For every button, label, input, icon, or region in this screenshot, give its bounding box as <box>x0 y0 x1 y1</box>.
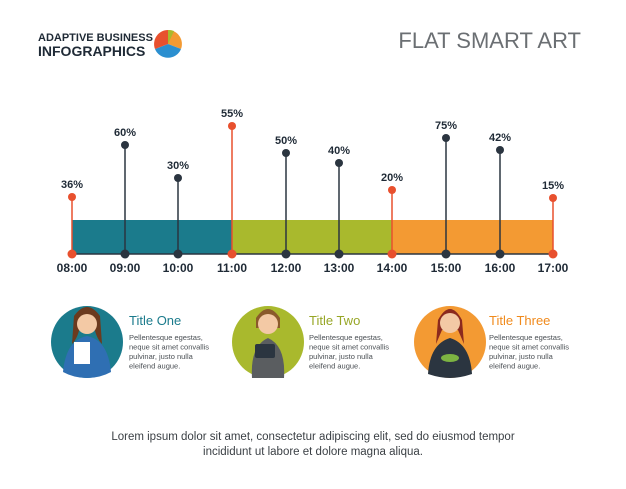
brand-bottom: INFOGRAPHICS <box>38 43 145 59</box>
stem-top <box>442 134 450 142</box>
card-text: Pellentesque egestas, <box>309 333 383 342</box>
avatar-one <box>51 306 123 378</box>
time-label: 08:00 <box>57 261 88 275</box>
time-label: 12:00 <box>271 261 302 275</box>
card-text: neque sit amet convallis <box>129 343 209 352</box>
timeline: 36% 08:00 60% 09:00 30% 10:00 55% 11:00 50% 12:00… <box>57 108 569 275</box>
stem-foot <box>227 249 237 259</box>
band-orange <box>392 220 553 254</box>
page-title: FLAT SMART ART <box>398 28 581 53</box>
card-text: eleifend augue. <box>129 362 180 371</box>
stem-foot <box>441 249 451 259</box>
avatar-two <box>232 306 304 378</box>
stem-top <box>228 122 236 130</box>
stem-top <box>549 194 557 202</box>
card-text: neque sit amet convallis <box>309 343 389 352</box>
time-label: 17:00 <box>538 261 569 275</box>
stem-foot <box>334 249 344 259</box>
value-label: 42% <box>489 132 511 144</box>
stem-top <box>282 149 290 157</box>
card-text: eleifend augue. <box>309 362 360 371</box>
time-label: 10:00 <box>163 261 194 275</box>
value-label: 60% <box>114 127 136 139</box>
stem-top <box>335 159 343 167</box>
avatar-three <box>414 306 486 378</box>
value-label: 75% <box>435 120 457 132</box>
stem-foot <box>495 249 505 259</box>
footer: Lorem ipsum dolor sit amet, consectetur … <box>111 431 515 458</box>
value-label: 40% <box>328 145 350 157</box>
value-label: 15% <box>542 180 564 192</box>
time-label: 15:00 <box>431 261 462 275</box>
card-text: pulvinar, justo nulla <box>129 352 194 361</box>
card-text: pulvinar, justo nulla <box>489 352 554 361</box>
value-label: 55% <box>221 108 243 120</box>
time-label: 09:00 <box>110 261 141 275</box>
card-text: neque sit amet convallis <box>489 343 569 352</box>
stem-top <box>174 174 182 182</box>
stem-foot <box>120 249 130 259</box>
stem-top <box>68 193 76 201</box>
stem-top <box>121 141 129 149</box>
card-title: Title One <box>129 313 181 328</box>
card-text: pulvinar, justo nulla <box>309 352 374 361</box>
brand-top: ADAPTIVE BUSINESS <box>38 32 153 44</box>
stem-foot <box>173 249 183 259</box>
card-text: Pellentesque egestas, <box>489 333 563 342</box>
time-label: 13:00 <box>324 261 355 275</box>
band-olive <box>232 220 392 254</box>
stem-foot <box>67 249 77 259</box>
brand-icon <box>154 29 182 58</box>
card-title: Title Two <box>309 313 360 328</box>
stem-foot <box>387 249 397 259</box>
value-label: 30% <box>167 160 189 172</box>
value-label: 50% <box>275 135 297 147</box>
time-label: 14:00 <box>377 261 408 275</box>
band-teal <box>72 220 232 254</box>
value-label: 36% <box>61 179 83 191</box>
stem-top <box>496 146 504 154</box>
card-text: Pellentesque egestas, <box>129 333 203 342</box>
card-title: Title Three <box>489 313 550 328</box>
value-label: 20% <box>381 172 403 184</box>
stem-foot <box>281 249 291 259</box>
stem-foot <box>548 249 558 259</box>
footer-text: Lorem ipsum dolor sit amet, consectetur … <box>111 431 515 443</box>
time-label: 16:00 <box>485 261 516 275</box>
card-text: eleifend augue. <box>489 362 540 371</box>
stem-top <box>388 186 396 194</box>
footer-text: incididunt ut labore et dolore magna ali… <box>203 446 423 458</box>
time-label: 11:00 <box>217 261 247 275</box>
